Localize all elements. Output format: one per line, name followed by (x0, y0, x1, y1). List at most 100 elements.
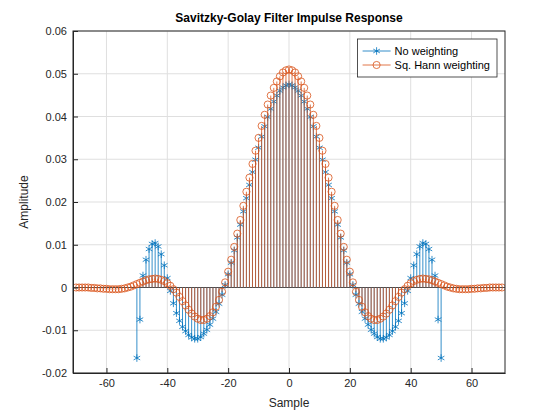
y-tick-label: 0.04 (46, 111, 67, 123)
stem-marker (134, 354, 141, 362)
stem (191, 288, 192, 338)
stem (371, 288, 372, 319)
stem (264, 115, 265, 288)
data-area (73, 66, 505, 362)
stem-marker (392, 323, 399, 331)
stem (173, 288, 174, 290)
x-tick: -60 (99, 368, 115, 389)
stem-marker (301, 84, 308, 91)
stem (416, 254, 417, 287)
stem-marker (438, 354, 445, 362)
stem-marker (240, 202, 247, 209)
stem (249, 178, 250, 288)
stem-marker (319, 147, 326, 154)
stem (289, 69, 290, 287)
stem-marker (429, 256, 436, 264)
stem (276, 81, 277, 287)
stem (322, 151, 323, 288)
stem-marker (328, 188, 335, 195)
stem (258, 138, 259, 288)
stem (139, 288, 140, 320)
stem (200, 288, 201, 338)
legend: No weighting Sq. Hann weighting (358, 39, 497, 77)
stem (182, 288, 183, 302)
stem (194, 288, 195, 317)
plot-frame (73, 31, 505, 373)
stem (313, 115, 314, 288)
y-tick-mark (73, 288, 78, 289)
legend-marker (373, 61, 380, 68)
stem (146, 260, 147, 288)
stem-marker (243, 188, 250, 195)
stem-marker (401, 300, 408, 308)
legend-marker (373, 47, 380, 55)
stem (197, 288, 198, 339)
stem-marker (435, 316, 442, 324)
stem (228, 272, 229, 288)
x-tick-label: 60 (466, 377, 478, 389)
x-tick-label: 40 (405, 377, 417, 389)
stem-marker (261, 111, 268, 118)
stem-marker (267, 92, 274, 99)
x-axis-title: Sample (269, 396, 310, 410)
stem (316, 126, 317, 288)
x-tick-mark (228, 368, 229, 373)
stem (310, 105, 311, 288)
stem-marker (395, 317, 402, 325)
stem (267, 105, 268, 288)
stem-marker (231, 243, 238, 250)
stem (325, 164, 326, 288)
stem (319, 138, 320, 288)
y-tick-label: -0.02 (42, 367, 67, 379)
stem (380, 288, 381, 339)
stem-marker (249, 160, 256, 167)
stem (438, 288, 439, 320)
x-tick-mark (167, 368, 168, 373)
stem (261, 126, 262, 288)
stem-marker (337, 230, 344, 237)
stem (255, 151, 256, 288)
stem (197, 288, 198, 319)
stem (295, 72, 296, 287)
x-tick-mark (411, 368, 412, 373)
stem-marker (346, 268, 353, 275)
stem (246, 192, 247, 288)
stem-marker (258, 122, 265, 129)
stem-marker (252, 147, 259, 154)
y-tick-label: 0.06 (46, 25, 67, 37)
y-tick-label: -0.01 (42, 324, 67, 336)
legend-label: No weighting (395, 45, 459, 57)
stem-marker (322, 160, 329, 167)
stem-marker (215, 296, 222, 303)
legend-entry: Sq. Hann weighting (363, 59, 490, 71)
stem (179, 288, 180, 297)
stem (374, 288, 375, 320)
stem-marker (334, 216, 341, 223)
stem-marker (155, 243, 162, 251)
stem-marker (313, 122, 320, 129)
stem-marker (331, 202, 338, 209)
y-tick-label: 0.03 (46, 153, 67, 165)
stem-marker (349, 279, 356, 286)
x-tick: 40 (405, 368, 417, 389)
stem-marker (146, 245, 153, 253)
y-tick-label: 0 (61, 282, 67, 294)
y-tick-mark (73, 202, 78, 203)
stem (301, 81, 302, 287)
legend-box (358, 39, 497, 77)
stem-marker (228, 256, 235, 263)
stem (343, 247, 344, 288)
stem-marker (368, 326, 375, 334)
stem (441, 288, 442, 359)
legend-label: Sq. Hann weighting (395, 59, 490, 71)
stem-marker (219, 288, 226, 295)
stem-marker (201, 330, 208, 338)
stem (234, 247, 235, 288)
x-tick-label: 20 (344, 377, 356, 389)
stem (340, 234, 341, 288)
stem-marker (413, 250, 420, 258)
legend-line (363, 65, 391, 66)
stem (307, 96, 308, 288)
stem (358, 288, 359, 300)
x-tick-label: 0 (286, 377, 292, 389)
